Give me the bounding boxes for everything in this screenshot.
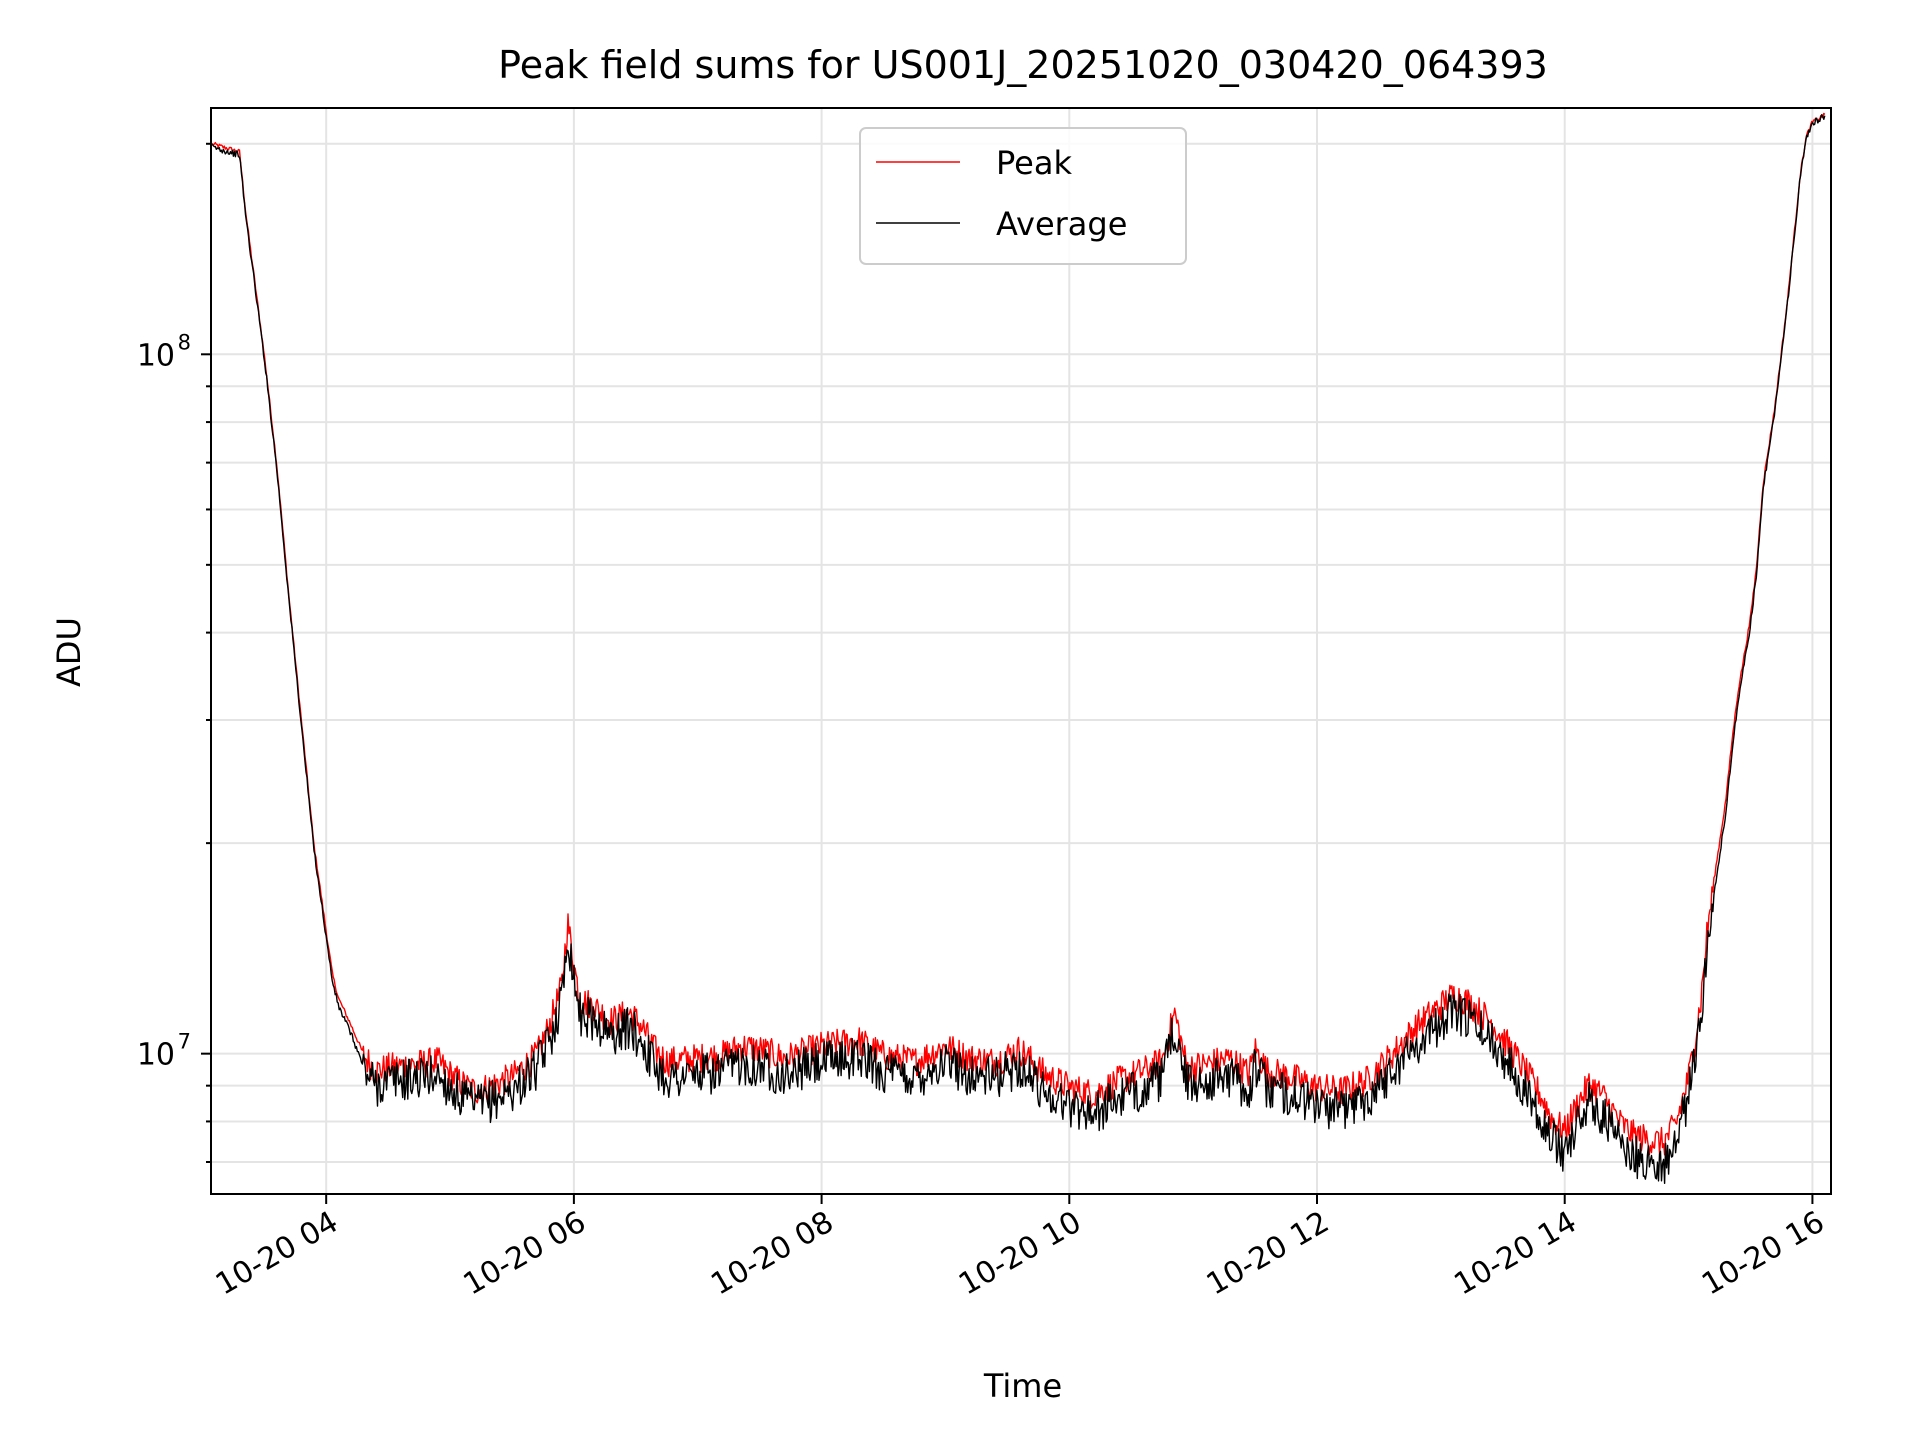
series-layer bbox=[211, 112, 1826, 1185]
y-tick-exponent: 8 bbox=[178, 330, 191, 354]
y-tick-label: 10 bbox=[137, 338, 175, 373]
chart-title: Peak field sums for US001J_20251020_0304… bbox=[498, 43, 1548, 87]
legend-label-average: Average bbox=[996, 205, 1127, 243]
x-axis-label: Time bbox=[983, 1367, 1062, 1405]
plot-frame bbox=[210, 107, 1832, 1195]
y-tick-exponent: 7 bbox=[178, 1030, 191, 1054]
legend: Peak Average bbox=[859, 127, 1187, 265]
y-tick-base: 10 bbox=[137, 338, 175, 373]
series-line-average bbox=[211, 113, 1826, 1185]
legend-label-peak: Peak bbox=[996, 144, 1072, 182]
y-tick-base: 10 bbox=[137, 1038, 175, 1073]
y-tick-label: 10 bbox=[137, 1038, 175, 1073]
y-axis-label: ADU bbox=[50, 617, 88, 687]
